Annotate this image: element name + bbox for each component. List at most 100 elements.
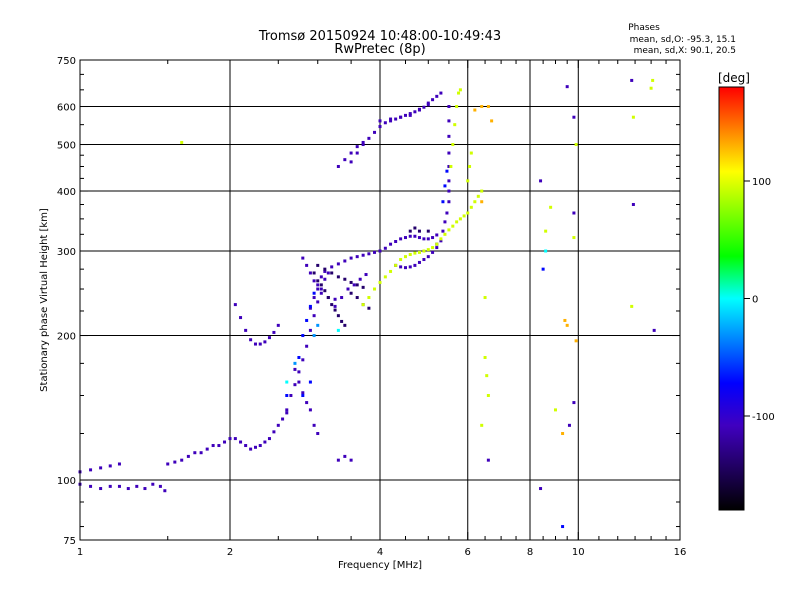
data-point xyxy=(117,484,121,488)
y-tick-label: 300 xyxy=(57,247,76,258)
data-point xyxy=(490,119,494,123)
data-point xyxy=(631,202,635,206)
data-point xyxy=(316,287,320,291)
data-point xyxy=(361,143,365,147)
data-point xyxy=(364,273,368,277)
data-point xyxy=(473,200,477,204)
data-point xyxy=(561,432,565,436)
data-point xyxy=(336,458,340,462)
x-tick-label: 6 xyxy=(465,547,471,558)
data-point xyxy=(544,249,548,253)
data-point xyxy=(343,277,347,281)
data-point xyxy=(312,423,316,427)
y-tick-label: 750 xyxy=(57,56,76,67)
data-point xyxy=(383,246,387,250)
data-point xyxy=(567,423,571,427)
data-point xyxy=(289,394,293,398)
data-point xyxy=(441,200,445,204)
data-point xyxy=(355,255,359,259)
data-point xyxy=(486,105,490,109)
data-point xyxy=(378,119,382,123)
data-point xyxy=(457,91,461,95)
data-point xyxy=(244,444,248,448)
data-point xyxy=(285,411,289,415)
data-point xyxy=(253,342,257,346)
data-point xyxy=(361,303,365,307)
data-point xyxy=(447,164,451,168)
data-point xyxy=(361,253,365,257)
data-point xyxy=(326,271,330,275)
data-point xyxy=(413,234,417,238)
data-point xyxy=(326,296,330,300)
data-point xyxy=(413,251,417,255)
data-point xyxy=(305,318,309,322)
data-point xyxy=(447,189,451,193)
data-point xyxy=(180,140,184,144)
data-point xyxy=(158,484,162,488)
data-point xyxy=(383,275,387,279)
data-point xyxy=(431,246,435,250)
data-point xyxy=(426,103,430,107)
data-point xyxy=(180,458,184,462)
data-point xyxy=(308,304,312,308)
colorbar-ticks: 100 0 -100 xyxy=(744,177,775,423)
data-point xyxy=(301,256,305,260)
data-point xyxy=(413,226,417,230)
data-point xyxy=(89,484,93,488)
data-point xyxy=(417,229,421,233)
data-point xyxy=(301,334,305,338)
data-point xyxy=(239,316,243,320)
data-point xyxy=(408,112,412,116)
data-point xyxy=(373,287,377,291)
data-point xyxy=(394,263,398,267)
data-point xyxy=(151,482,155,486)
data-point xyxy=(443,232,447,236)
data-point xyxy=(253,445,257,449)
data-point xyxy=(539,487,543,491)
data-point xyxy=(199,451,203,455)
data-point xyxy=(408,113,412,117)
data-point xyxy=(466,179,470,183)
data-point xyxy=(445,211,449,215)
x-axis-ticks: 1 2 4 6 8 10 16 xyxy=(77,60,686,558)
y-axis-label: Stationary phase Virtual Height [km] xyxy=(39,208,50,392)
data-point xyxy=(228,437,232,441)
data-point xyxy=(443,220,447,224)
data-point xyxy=(561,525,565,529)
data-point xyxy=(373,250,377,254)
data-point xyxy=(308,408,312,412)
data-point xyxy=(447,119,451,123)
data-point xyxy=(301,358,305,362)
data-point xyxy=(453,123,457,127)
y-tick-label: 500 xyxy=(57,141,76,152)
data-point xyxy=(308,306,312,310)
data-point xyxy=(233,303,237,307)
data-point xyxy=(451,224,455,228)
data-point xyxy=(193,451,197,455)
data-point xyxy=(108,464,112,468)
data-point xyxy=(403,236,407,240)
data-point xyxy=(544,229,548,233)
data-point xyxy=(244,328,248,332)
data-point xyxy=(349,458,353,462)
data-point xyxy=(373,130,377,134)
data-point xyxy=(293,361,297,365)
data-point xyxy=(447,200,451,204)
data-point xyxy=(466,211,470,215)
data-point xyxy=(469,151,473,155)
data-point xyxy=(480,200,484,204)
data-point xyxy=(389,117,393,121)
data-point xyxy=(267,437,271,441)
data-point xyxy=(462,214,466,218)
data-point xyxy=(399,258,403,262)
data-point xyxy=(319,287,323,291)
data-point xyxy=(486,458,490,462)
data-point xyxy=(316,432,320,436)
data-point xyxy=(319,291,323,295)
data-point xyxy=(108,484,112,488)
data-point xyxy=(574,339,578,343)
data-point xyxy=(399,265,403,269)
data-point xyxy=(445,169,449,173)
